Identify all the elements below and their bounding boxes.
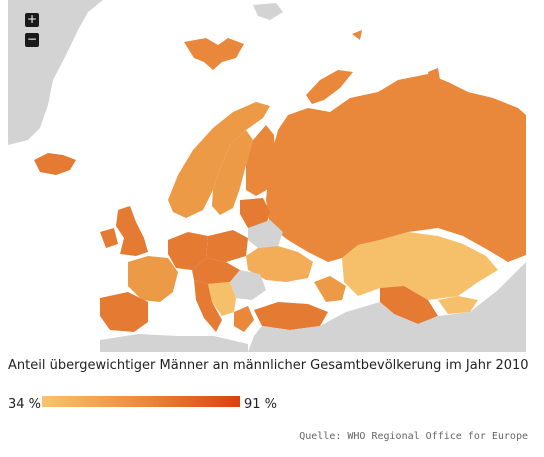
region-belarus[interactable] (248, 220, 283, 248)
region-novaya-zemlya[interactable] (306, 70, 353, 104)
source-credit: Quelle: WHO Regional Office for Europe (299, 431, 528, 442)
region-baltics[interactable] (240, 198, 270, 228)
region-italy[interactable] (194, 280, 222, 332)
zoom-in-button[interactable]: + (25, 12, 39, 27)
region-iberia[interactable] (100, 292, 148, 332)
legend-color-scale (42, 396, 240, 407)
region-ireland[interactable] (100, 228, 118, 248)
legend-min-label: 34 % (8, 397, 42, 412)
zoom-out-button[interactable]: − (25, 32, 39, 47)
region-middle-east[interactable] (248, 262, 526, 352)
region-greece[interactable] (234, 306, 254, 332)
legend-max-label: 91 % (244, 397, 278, 412)
region-central-europe[interactable] (192, 258, 240, 284)
region-arctic-islands[interactable] (184, 38, 244, 70)
map-caption: Anteil übergewichtiger Männer an männlic… (8, 358, 529, 373)
region-russia[interactable] (266, 74, 526, 262)
region-severnaya[interactable] (352, 30, 440, 82)
region-romania[interactable] (230, 270, 266, 300)
region-svalbard[interactable] (253, 3, 283, 20)
region-greenland[interactable] (8, 0, 103, 145)
region-finland[interactable] (246, 125, 276, 196)
region-france[interactable] (128, 256, 178, 302)
region-uk[interactable] (116, 206, 148, 256)
region-north-africa[interactable] (100, 334, 248, 352)
region-iceland[interactable] (34, 153, 76, 175)
region-caucasus[interactable] (314, 276, 346, 302)
region-poland[interactable] (206, 230, 248, 262)
region-turkey[interactable] (254, 302, 328, 330)
region-sweden[interactable] (212, 130, 253, 215)
region-kazakhstan[interactable] (342, 232, 498, 300)
region-ukraine[interactable] (246, 246, 313, 282)
region-central-asia[interactable] (380, 286, 438, 324)
region-balkans[interactable] (208, 282, 236, 316)
region-norway[interactable] (168, 102, 270, 218)
choropleth-map[interactable]: + − (8, 0, 526, 352)
region-kyrgyzstan[interactable] (438, 296, 478, 314)
region-germany[interactable] (168, 232, 208, 270)
